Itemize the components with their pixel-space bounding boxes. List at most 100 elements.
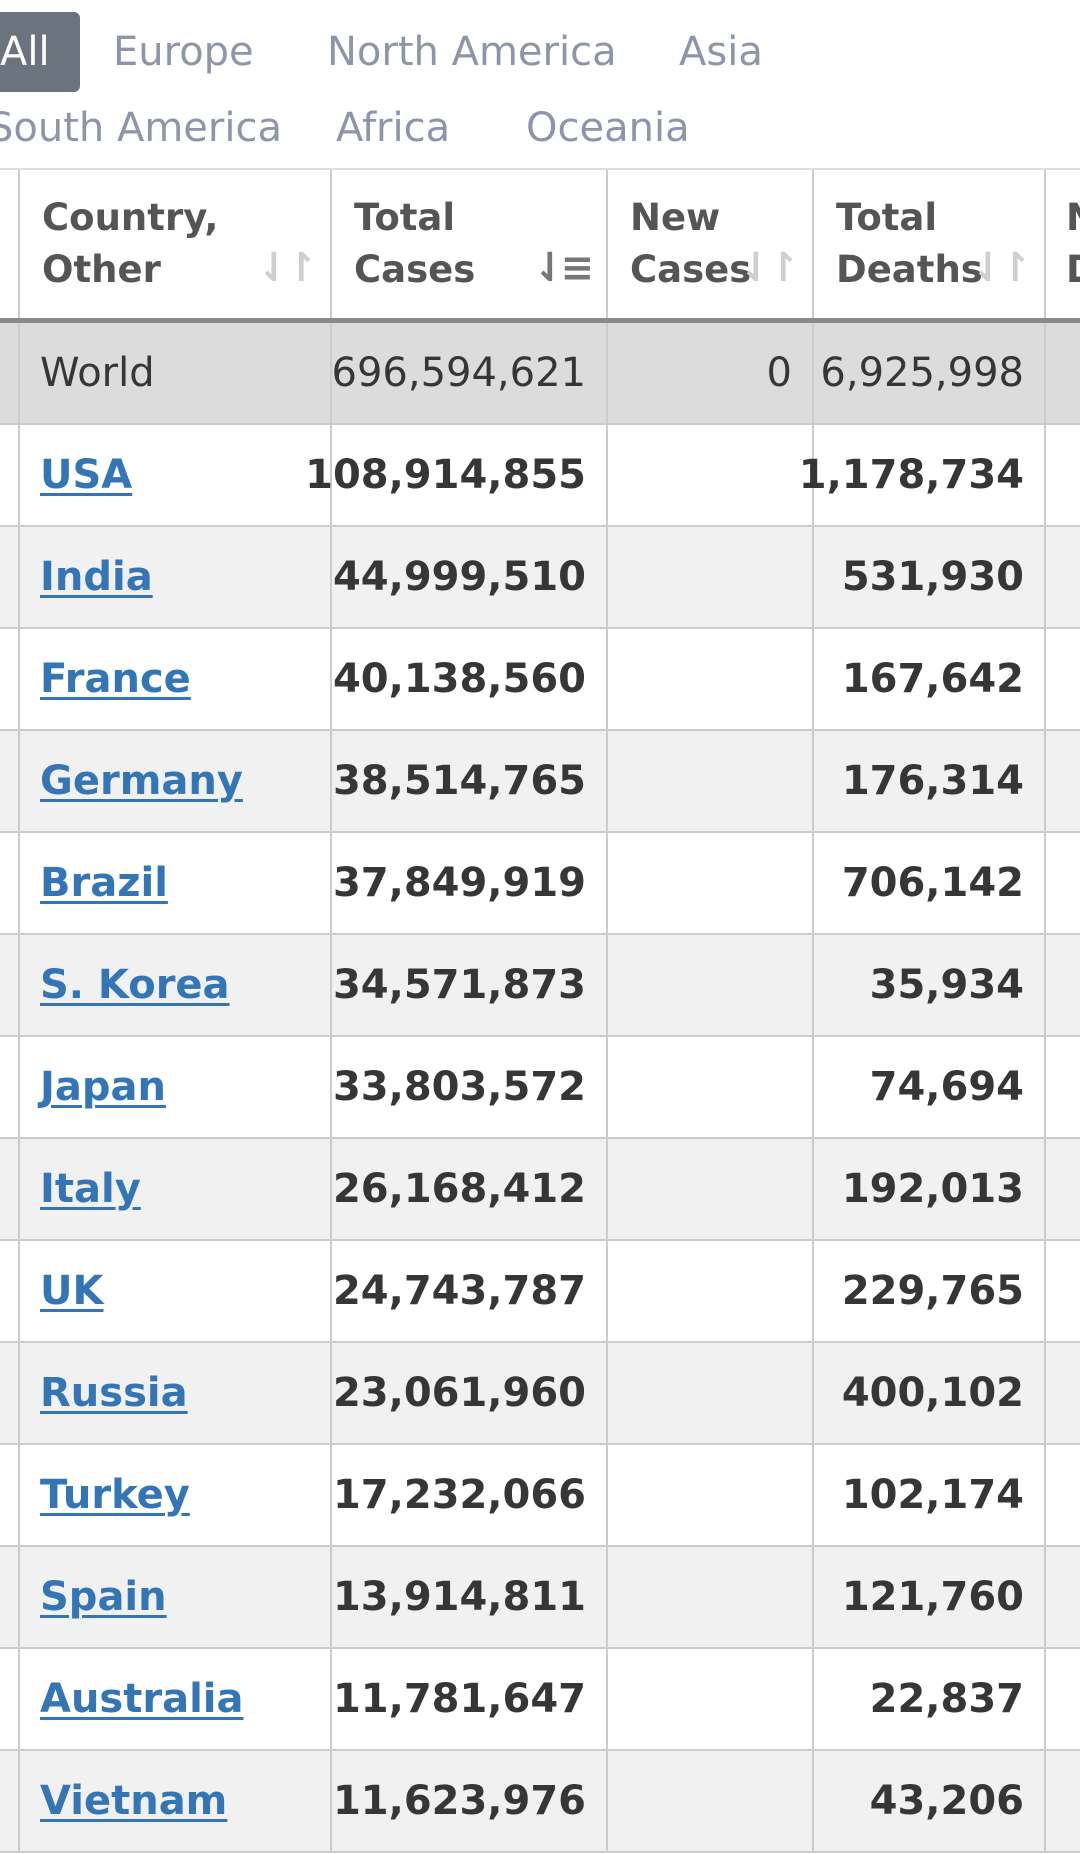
header-country-label: Country, Other xyxy=(42,196,219,291)
table-row-world: World 696,594,621 0 6,925,998 xyxy=(0,323,1080,425)
country-link[interactable]: India xyxy=(40,554,153,600)
country-name: World xyxy=(40,350,155,396)
header-country[interactable]: Country, Other ⇃↾ xyxy=(18,170,330,318)
new-deaths-cell xyxy=(1044,527,1080,627)
country-link[interactable]: Italy xyxy=(40,1166,141,1212)
new-deaths-cell xyxy=(1044,1649,1080,1749)
total-deaths-cell: 1,178,734 xyxy=(799,425,1044,525)
tab-asia[interactable]: Asia xyxy=(679,29,763,75)
new-cases-cell xyxy=(606,1649,812,1749)
country-link[interactable]: Vietnam xyxy=(40,1778,228,1824)
table-row: Australia 11,781,647 22,837 xyxy=(0,1649,1080,1751)
header-spacer xyxy=(0,170,18,318)
header-new-cases[interactable]: New Cases ⇃↾ xyxy=(606,170,812,318)
country-link[interactable]: France xyxy=(40,656,191,702)
table-row: France 40,138,560 167,642 xyxy=(0,629,1080,731)
row-spacer xyxy=(0,833,18,933)
new-cases-cell xyxy=(606,527,812,627)
table-row: Russia 23,061,960 400,102 xyxy=(0,1343,1080,1445)
total-cases-cell: 33,803,572 xyxy=(330,1037,606,1137)
new-cases-cell xyxy=(606,425,812,525)
country-link[interactable]: Brazil xyxy=(40,860,168,906)
new-cases-cell xyxy=(606,1037,812,1137)
header-total-cases-label: Total Cases xyxy=(354,196,476,291)
total-deaths-cell: 400,102 xyxy=(812,1343,1044,1443)
new-cases-cell xyxy=(606,1751,812,1851)
covid-table: Country, Other ⇃↾ Total Cases ⇃≡ New Cas… xyxy=(0,170,1080,1853)
total-deaths-cell: 706,142 xyxy=(812,833,1044,933)
total-cases-cell: 13,914,811 xyxy=(330,1547,606,1647)
table-row: Italy 26,168,412 192,013 xyxy=(0,1139,1080,1241)
country-cell: USA xyxy=(18,425,330,525)
country-link[interactable]: Spain xyxy=(40,1574,167,1620)
new-cases-cell xyxy=(606,629,812,729)
table-row: S. Korea 34,571,873 35,934 xyxy=(0,935,1080,1037)
sort-icon[interactable]: ⇃↾ xyxy=(256,245,318,291)
new-deaths-cell xyxy=(1044,629,1080,729)
table-row: USA 108,914,855 1,178,734 xyxy=(0,425,1080,527)
total-deaths-cell: 43,206 xyxy=(812,1751,1044,1851)
new-deaths-cell xyxy=(1044,1547,1080,1647)
country-cell: Vietnam xyxy=(18,1751,330,1851)
total-cases-cell: 44,999,510 xyxy=(330,527,606,627)
country-link[interactable]: Russia xyxy=(40,1370,188,1416)
total-deaths-cell: 167,642 xyxy=(812,629,1044,729)
tab-south-america[interactable]: South America xyxy=(0,105,282,151)
new-deaths-cell xyxy=(1044,731,1080,831)
sort-icon[interactable]: ⇃↾ xyxy=(738,245,800,291)
new-deaths-cell xyxy=(1044,1037,1080,1137)
total-cases-cell: 11,781,647 xyxy=(330,1649,606,1749)
total-cases-cell: 38,514,765 xyxy=(330,731,606,831)
sort-desc-icon[interactable]: ⇃≡ xyxy=(532,245,594,291)
total-cases-cell: 108,914,855 xyxy=(305,425,606,525)
country-link[interactable]: Turkey xyxy=(40,1472,190,1518)
row-spacer xyxy=(0,1445,18,1545)
tab-all[interactable]: All xyxy=(0,12,80,92)
total-deaths-cell: 102,174 xyxy=(812,1445,1044,1545)
country-link[interactable]: Australia xyxy=(40,1676,244,1722)
table-row: India 44,999,510 531,930 xyxy=(0,527,1080,629)
table-row: Japan 33,803,572 74,694 xyxy=(0,1037,1080,1139)
country-link[interactable]: USA xyxy=(40,452,133,498)
total-cases-cell: 696,594,621 xyxy=(330,323,606,423)
country-cell: India xyxy=(18,527,330,627)
new-cases-cell xyxy=(606,1343,812,1443)
country-link[interactable]: S. Korea xyxy=(40,962,230,1008)
country-link[interactable]: UK xyxy=(40,1268,104,1314)
new-deaths-cell xyxy=(1044,1241,1080,1341)
row-spacer xyxy=(0,1751,18,1851)
total-cases-cell: 40,138,560 xyxy=(330,629,606,729)
tab-africa[interactable]: Africa xyxy=(336,105,451,151)
header-new-cases-label: New Cases xyxy=(630,196,752,291)
new-cases-cell xyxy=(606,1445,812,1545)
new-cases-cell xyxy=(606,1241,812,1341)
country-link[interactable]: Japan xyxy=(40,1064,166,1110)
total-deaths-cell: 6,925,998 xyxy=(812,323,1044,423)
row-spacer xyxy=(0,527,18,627)
total-cases-cell: 23,061,960 xyxy=(330,1343,606,1443)
header-new-deaths[interactable]: New Deaths xyxy=(1044,170,1080,318)
country-link[interactable]: Germany xyxy=(40,758,243,804)
country-cell: Germany xyxy=(18,731,330,831)
total-cases-cell: 24,743,787 xyxy=(330,1241,606,1341)
new-deaths-cell xyxy=(1044,833,1080,933)
header-total-cases[interactable]: Total Cases ⇃≡ xyxy=(330,170,606,318)
new-deaths-cell xyxy=(1044,323,1080,423)
tab-north-america[interactable]: North America xyxy=(327,29,617,75)
new-cases-cell xyxy=(606,935,812,1035)
new-deaths-cell xyxy=(1044,1139,1080,1239)
new-cases-cell xyxy=(606,731,812,831)
new-cases-cell xyxy=(606,833,812,933)
sort-icon[interactable]: ⇃↾ xyxy=(970,245,1032,291)
new-deaths-cell xyxy=(1044,1751,1080,1851)
table-row: Vietnam 11,623,976 43,206 xyxy=(0,1751,1080,1853)
tab-europe[interactable]: Europe xyxy=(113,29,254,75)
tab-oceania[interactable]: Oceania xyxy=(526,105,690,151)
table-row: Brazil 37,849,919 706,142 xyxy=(0,833,1080,935)
header-total-deaths[interactable]: Total Deaths ⇃↾ xyxy=(812,170,1044,318)
row-spacer xyxy=(0,629,18,729)
total-deaths-cell: 22,837 xyxy=(812,1649,1044,1749)
row-spacer xyxy=(0,1547,18,1647)
total-cases-cell: 17,232,066 xyxy=(330,1445,606,1545)
